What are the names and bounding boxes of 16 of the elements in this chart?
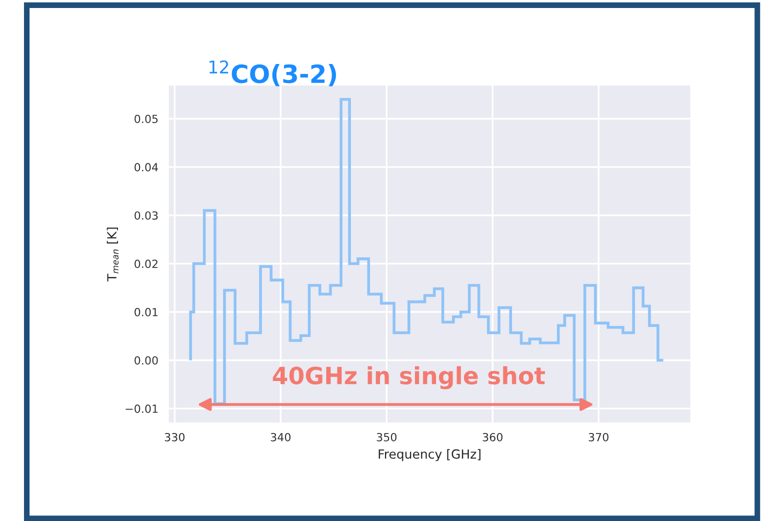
y-tick-label: −0.01 [126, 404, 158, 413]
y-tick-label: 0.03 [134, 211, 158, 220]
x-tick-label: 330 [164, 432, 185, 442]
y-tick-label: 0.05 [134, 114, 158, 124]
y-axis-title: T$_{mean}$ [K] [106, 228, 119, 282]
y-tick-label: 0.00 [134, 356, 158, 365]
x-axis-title: Frequency [GHz] [378, 449, 480, 462]
x-tick-label: 360 [482, 432, 502, 442]
x-tick-label: 350 [376, 432, 396, 442]
y-tick-label: 0.04 [134, 163, 158, 172]
x-tick-label: 370 [588, 432, 608, 442]
x-tick-label: 340 [270, 432, 291, 442]
y-tick-label: 0.02 [134, 260, 158, 268]
annotation: 40GHz in single shot [272, 366, 545, 390]
y-tick-label: 0.01 [134, 308, 158, 316]
annotation: $^{12}$CO(3-2) [210, 60, 336, 86]
